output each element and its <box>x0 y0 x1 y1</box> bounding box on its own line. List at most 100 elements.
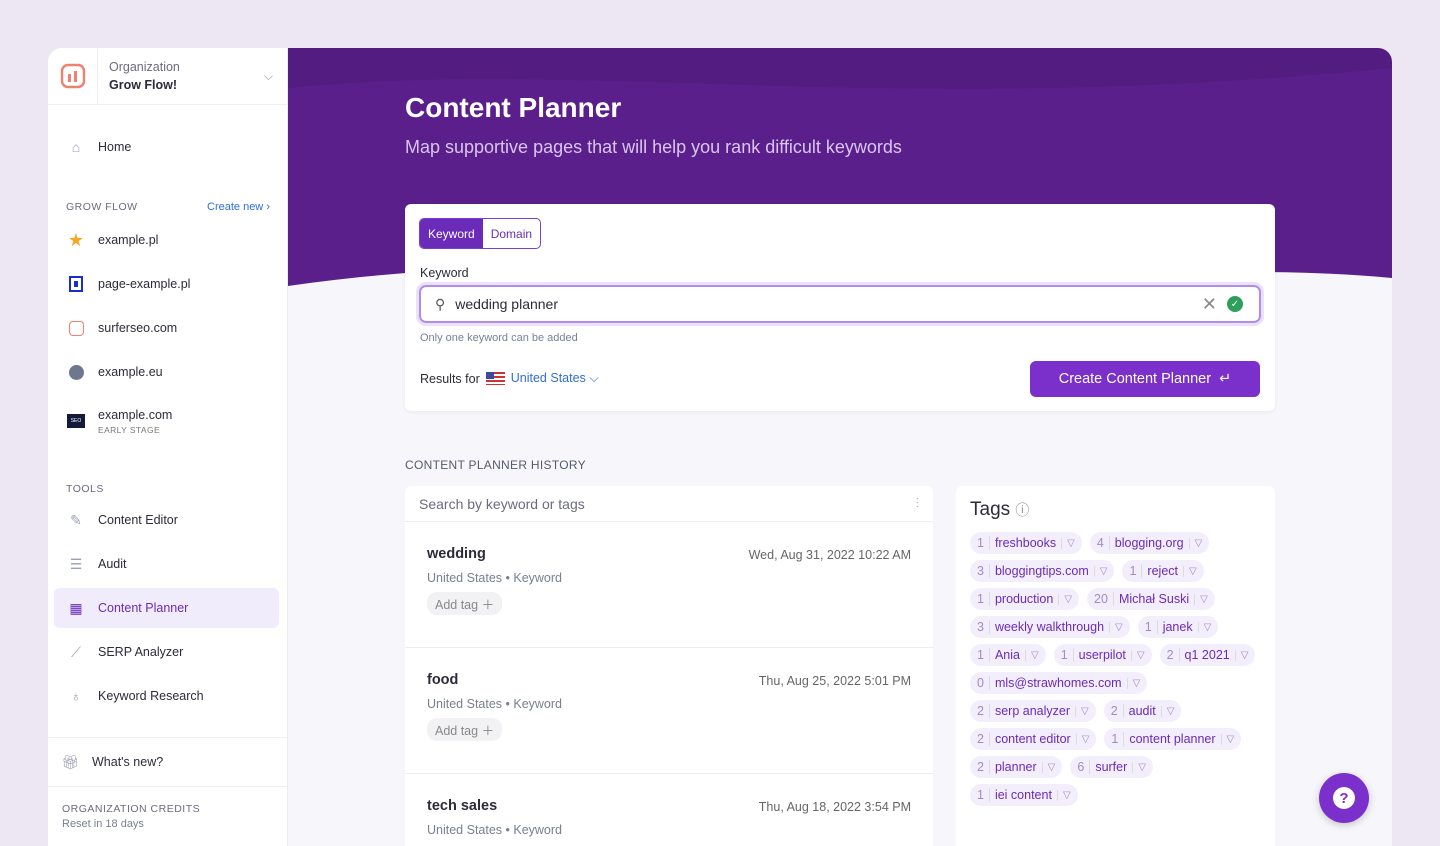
tab-keyword[interactable]: Keyword <box>420 219 483 248</box>
tag-label: serp analyzer <box>994 704 1070 718</box>
tag-chip[interactable]: 1 Ania ▽ <box>970 644 1046 666</box>
tag-chip[interactable]: 2 planner ▽ <box>970 756 1063 778</box>
nav-audit[interactable]: ☰ Audit <box>54 544 279 584</box>
tag-chip[interactable]: 1 iei content ▽ <box>970 784 1078 806</box>
add-tag-button[interactable]: Add tag ＋ <box>427 592 503 615</box>
tag-chip[interactable]: 2 q1 2021 ▽ <box>1159 644 1256 666</box>
chevron-down-icon[interactable]: ▽ <box>1075 733 1089 745</box>
grid-icon: ▦ <box>69 599 83 616</box>
sidebar: Organization Grow Flow! ⌵ ⌂ Home GROW FLOW… <box>48 47 288 846</box>
filter-icon[interactable]: ⫶ <box>915 495 920 511</box>
tag-chip[interactable]: 1 content planner ▽ <box>1104 728 1242 750</box>
tag-chip[interactable]: 1 production ▽ <box>970 588 1080 610</box>
create-content-planner-button[interactable]: Create Content Planner ↵ <box>1030 361 1260 397</box>
chevron-down-icon[interactable]: ▽ <box>1056 789 1071 801</box>
add-tag-button[interactable]: Add tag ＋ <box>427 718 503 741</box>
tag-chip[interactable]: 20 Michał Suski ▽ <box>1087 588 1215 610</box>
add-tag-label: Add tag <box>435 724 479 738</box>
chevron-down-icon[interactable]: ▽ <box>1075 705 1089 717</box>
keyword-value: wedding planner <box>455 296 559 312</box>
chevron-down-icon[interactable]: ▽ <box>1061 537 1075 549</box>
project-page-example-pl[interactable]: page-example.pl <box>54 264 279 304</box>
site-logo-icon <box>66 274 86 294</box>
chevron-down-icon[interactable]: ▽ <box>1188 537 1202 549</box>
tag-label: blogging.org <box>1114 536 1184 550</box>
tag-count: 2 <box>977 704 990 718</box>
history-item[interactable]: food Thu, Aug 25, 2022 5:01 PM United Stat… <box>405 648 933 774</box>
us-flag-icon <box>485 372 505 385</box>
key-icon: ⚲ <box>435 295 446 312</box>
chevron-down-icon[interactable]: ▽ <box>1132 761 1146 773</box>
nav-content-planner[interactable]: ▦ Content Planner <box>54 588 279 628</box>
nav-home[interactable]: ⌂ Home <box>54 127 279 167</box>
lightbulb-icon: ♁ <box>70 688 82 704</box>
grow-flow-heading: GROW FLOW <box>66 201 138 213</box>
chevron-down-icon[interactable]: ▽ <box>1197 621 1211 633</box>
clear-icon[interactable]: ✕ <box>1201 293 1217 314</box>
info-icon[interactable]: ⓘ <box>1015 502 1030 518</box>
tag-chip[interactable]: 0 mls@strawhomes.com ▽ <box>970 672 1148 694</box>
tag-chip[interactable]: 1 janek ▽ <box>1137 616 1219 638</box>
tag-chip[interactable]: 2 audit ▽ <box>1103 700 1182 722</box>
chevron-down-icon[interactable]: ▽ <box>1160 705 1174 717</box>
tag-chip[interactable]: 2 serp analyzer ▽ <box>970 700 1096 722</box>
project-example-eu[interactable]: example.eu <box>54 352 279 392</box>
chevron-down-icon[interactable]: ▽ <box>1041 761 1055 773</box>
project-surferseo[interactable]: surferseo.com <box>54 308 279 348</box>
keyword-input[interactable]: ⚲ wedding planner ✕ ✓ <box>419 285 1261 323</box>
enter-icon: ↵ <box>1219 371 1232 387</box>
chevron-down-icon[interactable]: ▽ <box>1130 649 1145 661</box>
chevron-down-icon[interactable]: ▽ <box>1093 565 1107 577</box>
chevron-down-icon[interactable]: ▽ <box>1024 649 1039 661</box>
org-switcher[interactable]: Organization Grow Flow! ⌵ <box>48 47 287 105</box>
tag-chip[interactable]: 2 content editor ▽ <box>970 728 1097 750</box>
tag-chip[interactable]: 1 userpilot ▽ <box>1053 644 1152 666</box>
history-item[interactable]: wedding Wed, Aug 31, 2022 10:22 AM United … <box>405 522 933 648</box>
item-date: Thu, Aug 18, 2022 3:54 PM <box>758 800 911 814</box>
history-item[interactable]: tech sales Thu, Aug 18, 2022 3:54 PM Unite… <box>405 774 933 837</box>
tag-count: 4 <box>1097 536 1110 550</box>
search-placeholder: Search by keyword or tags <box>419 495 585 512</box>
chevron-down-icon[interactable]: ▽ <box>1194 593 1208 605</box>
tag-chip[interactable]: 4 blogging.org ▽ <box>1089 532 1210 554</box>
results-for: Results for United States ⌵ <box>420 371 599 386</box>
project-example-pl[interactable]: ★ example.pl <box>54 220 279 260</box>
page-title: Content Planner <box>405 92 622 123</box>
item-date: Wed, Aug 31, 2022 10:22 AM <box>748 548 911 562</box>
credits-heading: ORGANIZATION CREDITS <box>62 803 201 815</box>
project-example-com[interactable]: SEO example.com EARLY STAGE <box>54 398 279 444</box>
nav-label: Content Planner <box>98 601 189 615</box>
item-meta: United States • Keyword <box>427 823 562 837</box>
chevron-down-icon[interactable]: ▽ <box>1058 593 1072 605</box>
globe-icon <box>66 362 86 382</box>
chevron-down-icon[interactable]: ▽ <box>1234 649 1248 661</box>
chevron-down-icon[interactable]: ▽ <box>1183 565 1197 577</box>
nav-label: Content Editor <box>98 513 178 527</box>
mode-toggle: Keyword Domain <box>419 218 542 249</box>
nav-content-editor[interactable]: ✎ Content Editor <box>54 500 279 540</box>
history-search[interactable]: Search by keyword or tags ⫶ <box>405 486 933 522</box>
whats-new-link[interactable]: 🎁︎ What's new? <box>48 742 279 782</box>
country-select[interactable]: United States ⌵ <box>510 371 599 385</box>
tag-label: Michał Suski <box>1118 592 1190 606</box>
tag-chip[interactable]: 1 freshbooks ▽ <box>970 532 1082 554</box>
tab-domain[interactable]: Domain <box>490 226 533 241</box>
tag-count: 1 <box>977 788 990 802</box>
help-button[interactable]: ? <box>1319 773 1369 823</box>
chevron-down-icon[interactable]: ▽ <box>1126 677 1140 689</box>
nav-keyword-research[interactable]: ♁ Keyword Research <box>54 676 279 716</box>
tag-chip[interactable]: 6 surfer ▽ <box>1070 756 1153 778</box>
chevron-down-icon[interactable]: ▽ <box>1220 733 1234 745</box>
page-subtitle: Map supportive pages that will help you … <box>405 137 902 157</box>
nav-serp-analyzer[interactable]: ⟋ SERP Analyzer <box>54 632 279 672</box>
tag-chip[interactable]: 3 weekly walkthrough ▽ <box>970 616 1130 638</box>
tag-label: mls@strawhomes.com <box>994 676 1122 690</box>
tag-chip[interactable]: 1 reject ▽ <box>1122 560 1204 582</box>
chevron-down-icon[interactable]: ▽ <box>1109 621 1123 633</box>
nav-home-label: Home <box>98 140 132 154</box>
tags-title-text: Tags <box>970 499 1011 520</box>
create-new-link[interactable]: Create new › <box>207 201 270 213</box>
tag-chip[interactable]: 3 bloggingtips.com ▽ <box>970 560 1115 582</box>
tag-count: 1 <box>1111 732 1125 746</box>
tag-label: reject <box>1147 564 1178 578</box>
